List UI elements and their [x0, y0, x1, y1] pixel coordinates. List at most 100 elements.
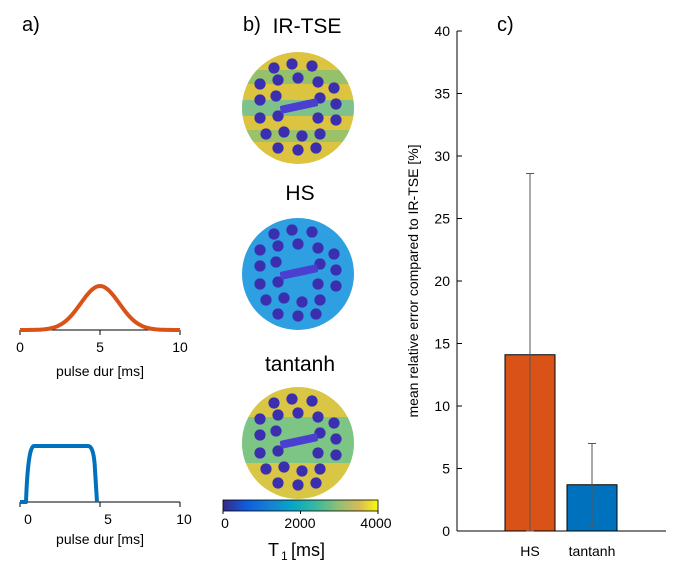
phantom-sphere [272, 477, 284, 489]
x-tick-label: HS [520, 543, 539, 559]
y-tick-label: 20 [434, 273, 450, 289]
panel-a-label: a) [22, 14, 40, 36]
t1-map-tantanh [242, 387, 354, 499]
map-title-irtse: IR-TSE [272, 15, 342, 38]
phantom-sphere [306, 60, 318, 72]
phantom-sphere [272, 240, 284, 252]
colorbar-label-sub: 1 [281, 549, 288, 563]
phantom-sphere [270, 425, 282, 437]
phantom-sphere [296, 130, 308, 142]
gaussian-tick-0: 0 [16, 339, 24, 355]
phantom-rod [279, 433, 319, 449]
y-tick-label: 25 [434, 211, 450, 227]
phantom-sphere [310, 142, 322, 154]
irtse-phantom-spheres [254, 58, 342, 156]
phantom-sphere [312, 447, 324, 459]
phantom-sphere [314, 294, 326, 306]
colorbar-tick-2000: 2000 [284, 515, 315, 531]
phantom-sphere [292, 310, 304, 322]
phantom-sphere [254, 244, 266, 256]
colorbar-label-main: T [268, 540, 279, 560]
panel-c-label: c) [497, 14, 514, 36]
x-tick-label: tantanh [569, 543, 616, 559]
phantom-sphere [312, 76, 324, 88]
phantom-sphere [310, 477, 322, 489]
tantanh-phantom-spheres [254, 393, 342, 491]
map-title-tantanh: tantanh [264, 353, 336, 376]
phantom-sphere [292, 72, 304, 84]
gaussian-xlabel: pulse dur [ms] [56, 363, 144, 379]
gaussian-pulse-curve [20, 283, 180, 332]
phantom-sphere [296, 465, 308, 477]
phantom-sphere [292, 144, 304, 156]
phantom-sphere [272, 445, 284, 457]
pulse-plot-flattop: 0 5 10 pulse dur [ms] [19, 444, 192, 547]
phantom-rod [279, 98, 319, 114]
phantom-sphere [270, 256, 282, 268]
phantom-sphere [260, 463, 272, 475]
panel-b-label: b) [243, 14, 261, 36]
y-axis-label: mean relative error compared to IR-TSE [… [405, 144, 421, 417]
phantom-sphere [268, 397, 280, 409]
y-tick-label: 10 [434, 398, 450, 414]
y-tick-label: 40 [434, 23, 450, 39]
phantom-sphere [292, 238, 304, 250]
phantom-sphere [254, 260, 266, 272]
colorbar-tick-4000: 4000 [360, 515, 391, 531]
error-bar-chart: 0 5 10 15 20 25 30 35 40 HS tantanh mean relative e… [405, 23, 666, 559]
phantom-sphere [272, 276, 284, 288]
phantom-sphere [254, 94, 266, 106]
gaussian-tick-5: 5 [96, 339, 104, 355]
phantom-sphere [272, 308, 284, 320]
y-tick-label: 15 [434, 336, 450, 352]
phantom-sphere [296, 296, 308, 308]
phantom-sphere [286, 224, 298, 236]
phantom-sphere [330, 264, 342, 276]
phantom-sphere [312, 242, 324, 254]
phantom-sphere [292, 407, 304, 419]
phantom-sphere [312, 278, 324, 290]
phantom-sphere [330, 98, 342, 110]
phantom-sphere [272, 142, 284, 154]
colorbar-label-unit: [ms] [291, 540, 325, 560]
phantom-sphere [270, 90, 282, 102]
phantom-sphere [278, 461, 290, 473]
phantom-sphere [330, 114, 342, 126]
y-tick-label: 35 [434, 86, 450, 102]
hs-phantom-spheres [254, 224, 342, 322]
flattop-tick-0: 0 [24, 511, 32, 527]
t1-map-hs [242, 218, 354, 330]
phantom-sphere [272, 74, 284, 86]
phantom-sphere [306, 226, 318, 238]
phantom-sphere [268, 62, 280, 74]
phantom-sphere [254, 429, 266, 441]
pulse-plot-gaussian: 0 5 10 pulse dur [ms] [16, 283, 188, 379]
phantom-sphere [314, 463, 326, 475]
phantom-sphere [306, 395, 318, 407]
phantom-sphere [286, 393, 298, 405]
phantom-sphere [330, 449, 342, 461]
phantom-sphere [272, 409, 284, 421]
phantom-sphere [254, 447, 266, 459]
phantom-sphere [286, 58, 298, 70]
colorbar-tick-0: 0 [221, 515, 229, 531]
phantom-sphere [260, 294, 272, 306]
y-tick-label: 5 [442, 461, 450, 477]
y-tick-label: 0 [442, 523, 450, 539]
phantom-sphere [268, 228, 280, 240]
phantom-sphere [254, 413, 266, 425]
phantom-sphere [272, 110, 284, 122]
colorbar-gradient [222, 499, 379, 512]
phantom-sphere [278, 292, 290, 304]
y-tick-label: 30 [434, 148, 450, 164]
phantom-sphere [328, 417, 340, 429]
phantom-sphere [254, 278, 266, 290]
phantom-sphere [292, 479, 304, 491]
t1-map-irtse [242, 52, 354, 164]
phantom-sphere [254, 78, 266, 90]
map-title-hs: HS [285, 182, 315, 205]
phantom-sphere [330, 280, 342, 292]
gaussian-tick-10: 10 [172, 339, 188, 355]
phantom-rod [279, 264, 319, 280]
flattop-pulse-curve [20, 444, 99, 504]
